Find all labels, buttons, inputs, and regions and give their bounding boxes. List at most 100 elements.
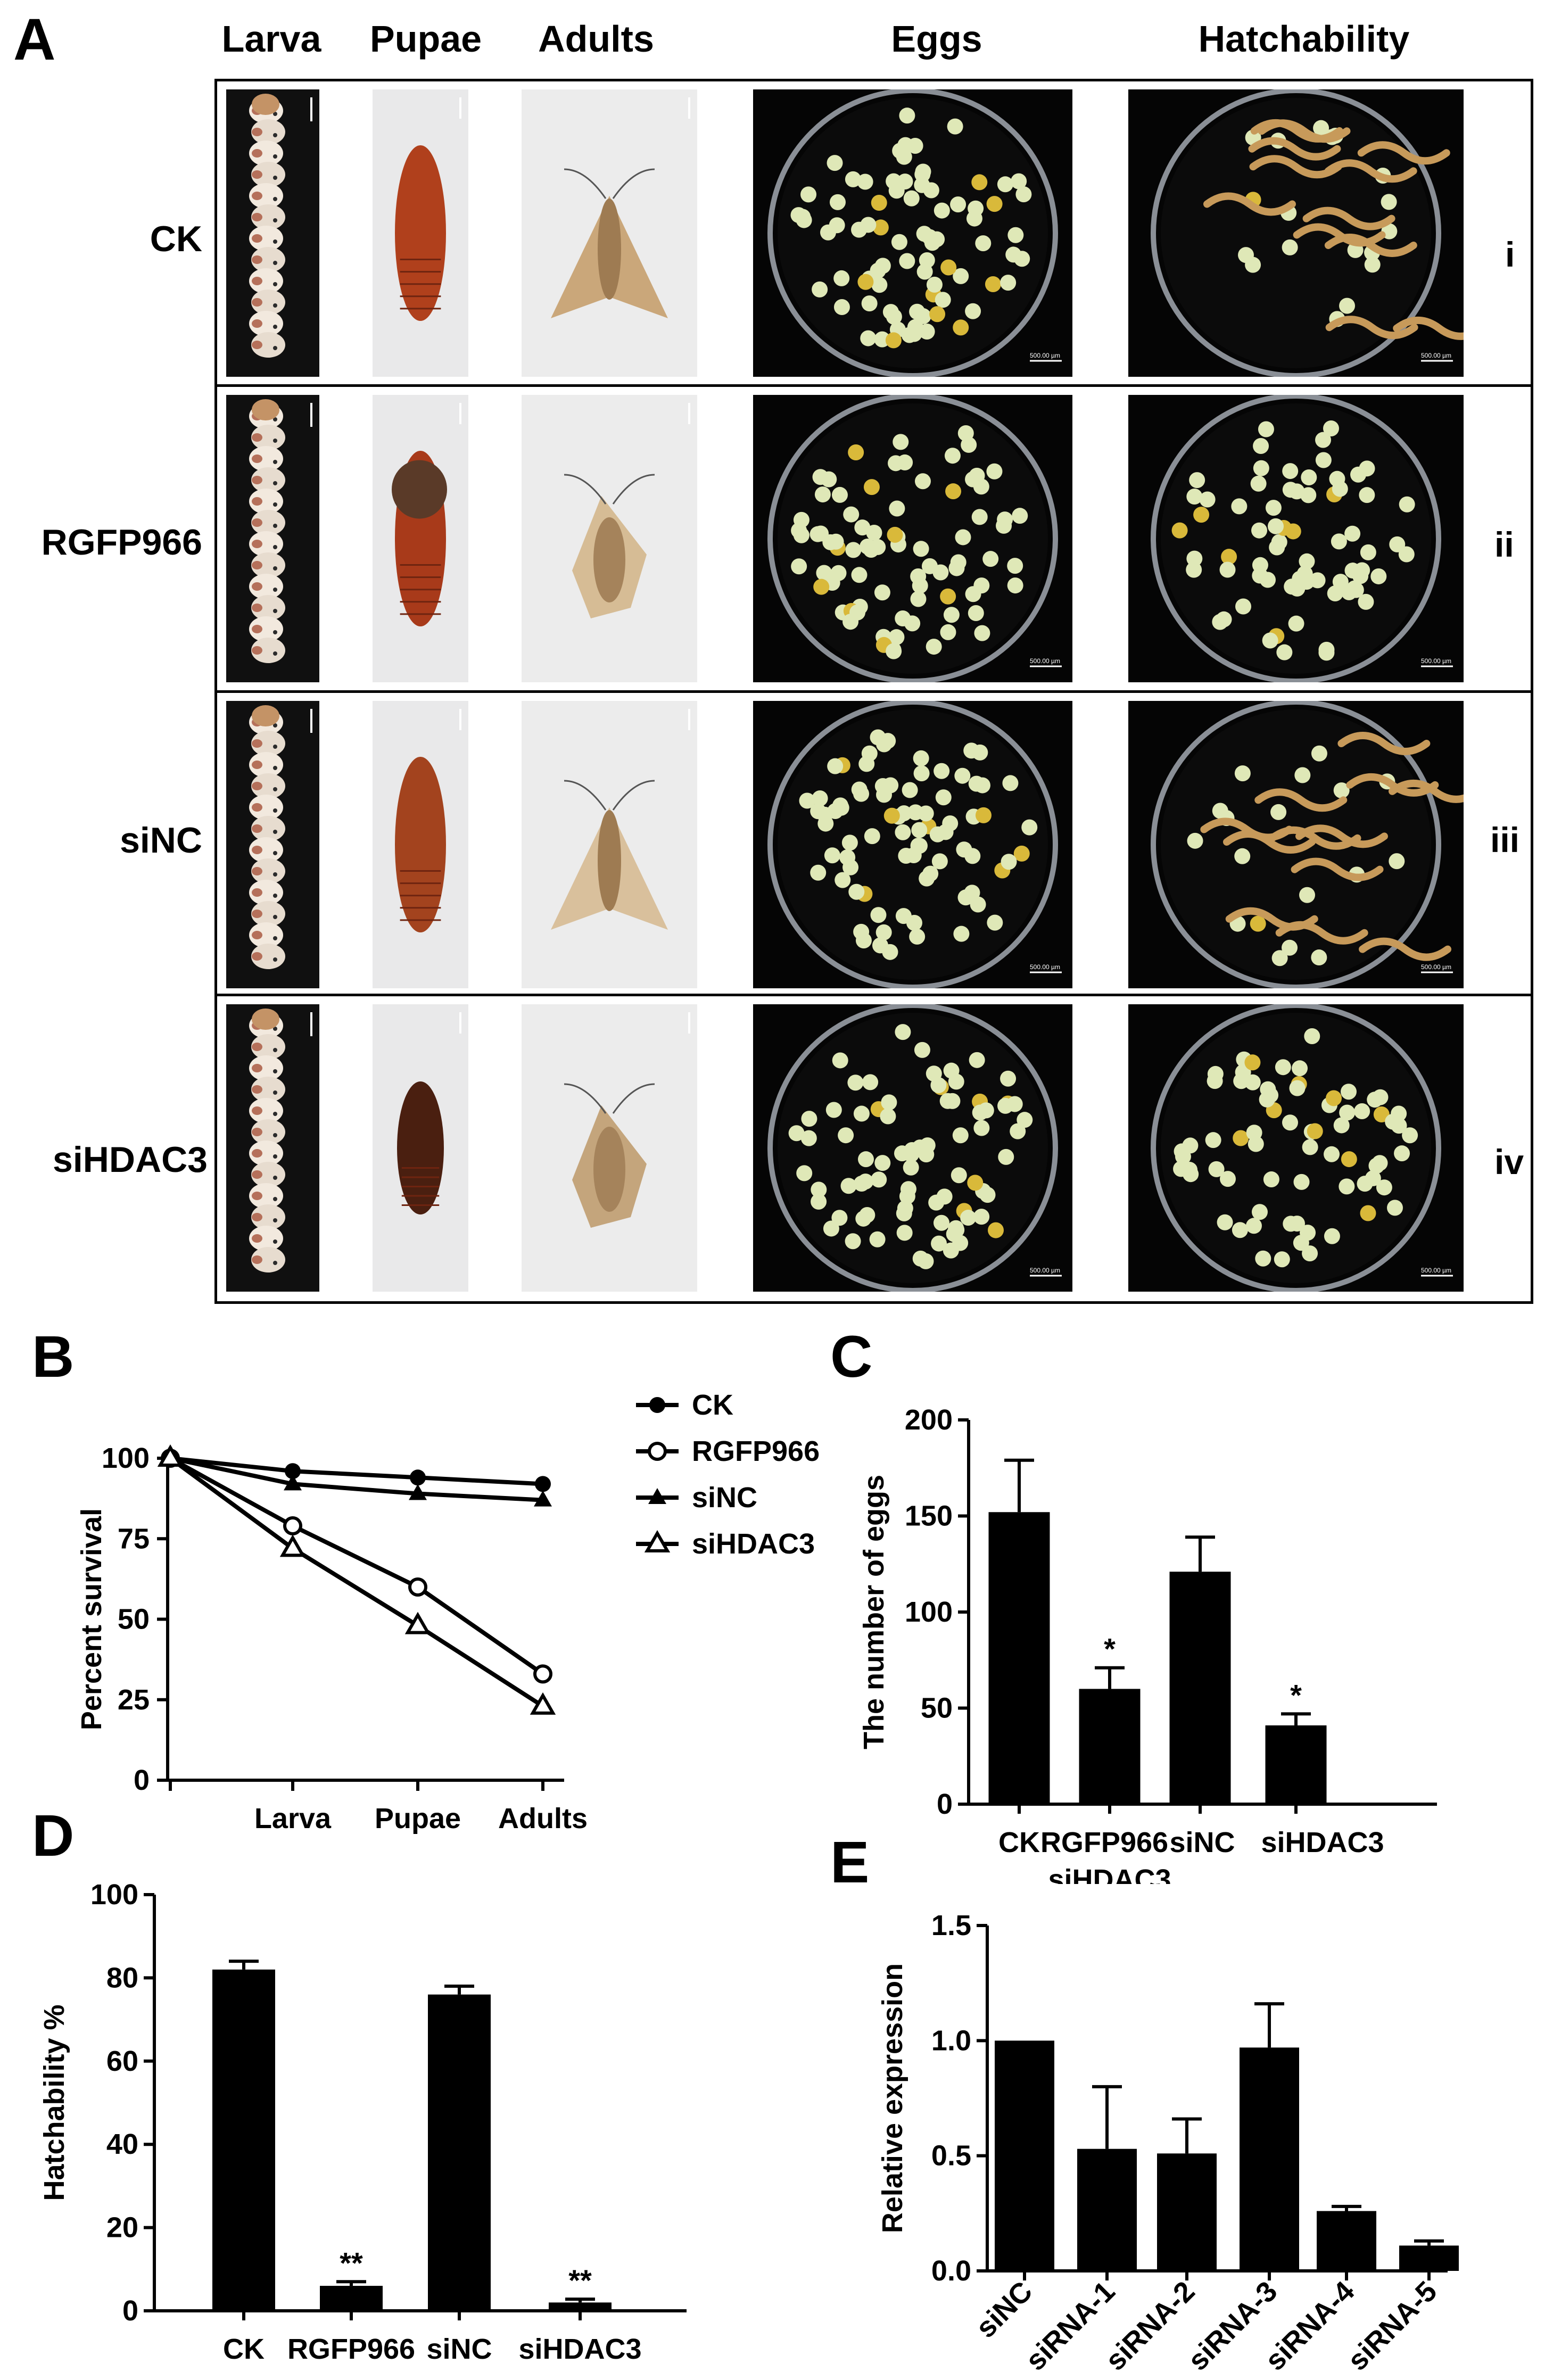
egg: [942, 815, 959, 832]
egg: [1189, 472, 1205, 489]
egg: [940, 259, 957, 276]
egg: [839, 849, 856, 865]
y-tick-label: 50: [921, 1692, 953, 1724]
point-CK: [410, 1469, 426, 1486]
egg: [914, 1042, 930, 1058]
egg: [816, 565, 832, 581]
egg: [948, 560, 965, 576]
scale-bar-label: 500.00 µm: [1030, 1267, 1060, 1274]
larva-spiracle: [273, 133, 277, 137]
egg: [1219, 561, 1236, 578]
larva-spiracle: [273, 176, 277, 180]
egg: [1017, 1112, 1033, 1128]
larva-spiracle: [273, 460, 277, 464]
egg: [899, 253, 915, 269]
photo-eggs-row-4: 500.00 µm: [753, 1004, 1072, 1292]
egg: [1301, 469, 1317, 486]
egg: [814, 486, 831, 503]
larva-spiracle: [273, 1027, 277, 1031]
larva-segment-spot: [252, 931, 262, 939]
larva-head: [252, 705, 279, 726]
hatched-larva: [1393, 316, 1464, 340]
egg: [926, 639, 942, 655]
point-RGFP966: [533, 1664, 552, 1684]
egg: [1250, 475, 1267, 492]
egg: [953, 268, 969, 284]
x-tick-label: CK: [998, 1827, 1040, 1858]
egg: [1381, 194, 1397, 210]
larva-segment-spot: [252, 518, 262, 527]
bar-siHDAC3: [549, 2302, 612, 2311]
larva-spiracle: [273, 545, 277, 549]
x-tick-label: siRNA-1: [1020, 2275, 1121, 2377]
egg: [914, 473, 931, 490]
egg: [1263, 1171, 1279, 1188]
x-tick-label: Adults: [498, 1803, 588, 1834]
egg: [845, 171, 861, 187]
y-tick-label: 100: [102, 1442, 150, 1474]
egg: [1252, 557, 1268, 573]
egg: [973, 577, 990, 594]
egg: [986, 463, 1003, 480]
egg: [1315, 452, 1332, 468]
egg: [954, 767, 971, 784]
egg: [1341, 1151, 1357, 1168]
hatched-larva: [1357, 141, 1450, 165]
point-siNC: [409, 1484, 427, 1500]
egg: [887, 526, 903, 543]
egg: [811, 1193, 827, 1210]
egg: [895, 1024, 911, 1040]
legend-marker-CK: [649, 1397, 665, 1413]
x-tick-label: siHDAC3: [518, 2333, 641, 2365]
hatched-larva: [1254, 788, 1348, 812]
egg: [971, 174, 988, 191]
legend-marker-siHDAC3: [644, 1530, 671, 1552]
row-separator: [214, 994, 1533, 996]
larva-spiracle: [273, 439, 277, 443]
x-tick-label-line2: siHDAC3: [1048, 1864, 1171, 1884]
egg: [1199, 491, 1216, 508]
column-header-eggs: Eggs: [891, 18, 982, 60]
egg: [1331, 533, 1347, 550]
egg: [1171, 522, 1188, 539]
column-header-hatchability: Hatchability: [1198, 18, 1410, 60]
larva-segment: [251, 1204, 285, 1230]
egg: [833, 299, 850, 316]
point-siNC: [534, 1490, 552, 1507]
row-separator: [214, 690, 1533, 693]
egg: [876, 736, 893, 753]
larva-segment: [249, 226, 283, 251]
egg: [1002, 775, 1019, 791]
egg: [947, 118, 963, 135]
larva-segment-spot: [252, 277, 262, 285]
larva-segment-spot: [252, 1234, 262, 1243]
y-tick-label: 25: [118, 1684, 150, 1716]
egg: [1293, 1174, 1310, 1190]
egg: [1288, 615, 1304, 632]
larva-segment: [249, 880, 283, 905]
y-tick-label: 50: [118, 1604, 150, 1635]
egg: [1386, 1200, 1403, 1216]
larva-spiracle: [273, 588, 277, 592]
y-axis-label: Percent survival: [76, 1508, 108, 1730]
egg: [829, 194, 846, 210]
egg: [845, 1233, 861, 1250]
egg: [906, 326, 922, 342]
egg: [825, 1102, 842, 1118]
egg: [1234, 848, 1251, 864]
column-header-adults: Adults: [538, 18, 654, 60]
egg: [882, 944, 898, 960]
egg: [896, 1225, 913, 1241]
egg: [1259, 1091, 1275, 1108]
egg: [1245, 257, 1261, 273]
egg: [950, 196, 967, 213]
larva-segment: [249, 922, 283, 948]
egg: [971, 509, 988, 525]
egg: [1285, 523, 1301, 540]
significance-marker: **: [340, 2246, 363, 2279]
larva-segment-spot: [252, 540, 262, 548]
larva-segment-spot: [252, 319, 262, 328]
larva-segment: [249, 616, 283, 642]
larva-spiracle: [273, 218, 277, 222]
egg: [1282, 1114, 1299, 1131]
